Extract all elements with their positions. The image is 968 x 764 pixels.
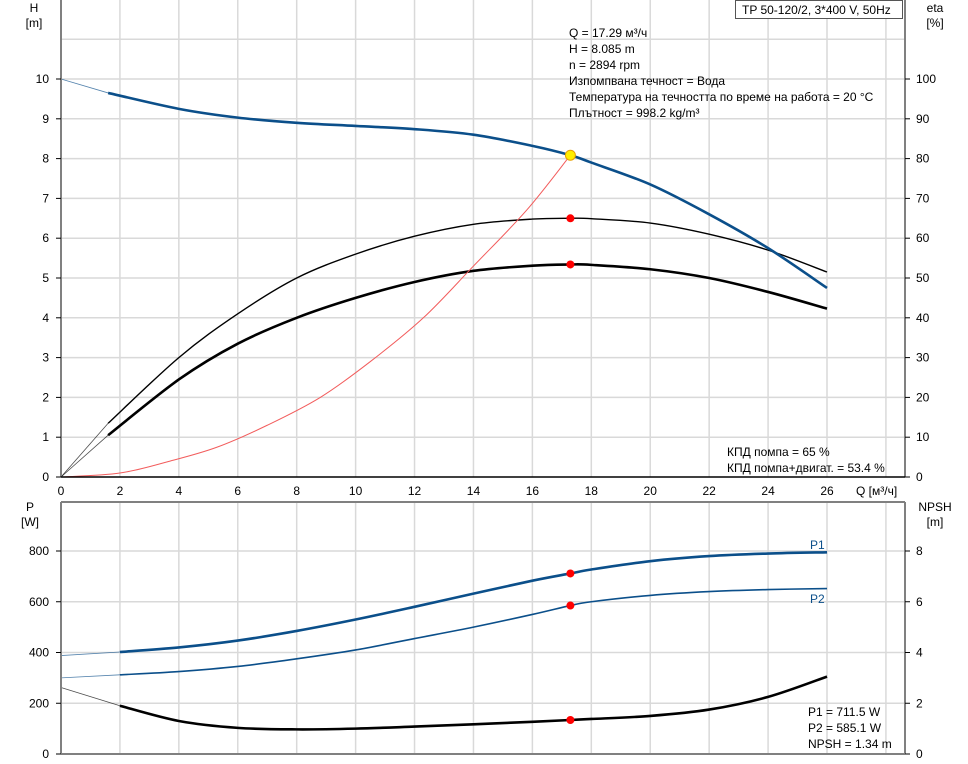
svg-text:[W]: [W] xyxy=(21,515,39,529)
svg-text:5: 5 xyxy=(42,271,49,285)
svg-text:2: 2 xyxy=(117,484,124,498)
svg-text:90: 90 xyxy=(916,112,930,126)
npsh-value: NPSH = 1.34 m xyxy=(808,737,892,751)
svg-text:2: 2 xyxy=(916,696,923,710)
svg-text:10: 10 xyxy=(916,430,930,444)
eta-pump-motor-duty-marker xyxy=(566,260,575,269)
duty-n: n = 2894 rpm xyxy=(569,58,641,72)
svg-text:70: 70 xyxy=(916,191,930,205)
svg-text:14: 14 xyxy=(467,484,481,498)
svg-text:4: 4 xyxy=(42,311,49,325)
svg-text:24: 24 xyxy=(761,484,775,498)
svg-text:10: 10 xyxy=(36,72,50,86)
h-duty-marker xyxy=(564,149,576,161)
svg-text:[m]: [m] xyxy=(927,515,944,529)
eta-pump-duty-marker xyxy=(566,214,575,223)
svg-text:6: 6 xyxy=(916,595,923,609)
svg-text:1: 1 xyxy=(42,430,49,444)
svg-text:4: 4 xyxy=(916,646,923,660)
duty-liquid: Изпомпвана течност = Вода xyxy=(569,74,726,88)
svg-text:0: 0 xyxy=(42,747,49,761)
p1-value: P1 = 711.5 W xyxy=(808,705,881,719)
power-info: P1 = 711.5 W P2 = 585.1 W NPSH = 1.34 m xyxy=(808,704,892,752)
p2-curve xyxy=(119,587,828,676)
svg-text:26: 26 xyxy=(820,484,834,498)
head-curve xyxy=(107,91,828,290)
svg-text:[%]: [%] xyxy=(926,16,943,30)
p2-duty-marker xyxy=(566,601,575,610)
svg-text:16: 16 xyxy=(526,484,540,498)
svg-text:P: P xyxy=(26,500,34,514)
svg-text:7: 7 xyxy=(42,191,49,205)
p1-duty-marker xyxy=(566,569,575,578)
system-curve xyxy=(60,154,571,478)
svg-text:3: 3 xyxy=(42,351,49,365)
eta-pump-curve-extension xyxy=(60,423,109,478)
p2-value: P2 = 585.1 W xyxy=(808,721,882,735)
svg-text:60: 60 xyxy=(916,231,930,245)
svg-text:800: 800 xyxy=(29,544,49,558)
svg-text:eta: eta xyxy=(927,1,944,15)
eta-pump-motor: КПД помпа+двигат. = 53.4 % xyxy=(727,461,885,475)
curves xyxy=(60,78,828,731)
svg-text:40: 40 xyxy=(916,311,930,325)
eta-pump: КПД помпа = 65 % xyxy=(727,445,830,459)
svg-text:22: 22 xyxy=(702,484,716,498)
svg-text:20: 20 xyxy=(644,484,658,498)
svg-text:0: 0 xyxy=(58,484,65,498)
duty-point-info: Q = 17.29 м³/ч H = 8.085 m n = 2894 rpm … xyxy=(569,25,873,121)
efficiency-info: КПД помпа = 65 % КПД помпа+двигат. = 53.… xyxy=(727,444,885,476)
svg-text:10: 10 xyxy=(349,484,363,498)
svg-text:Q [м³/ч]: Q [м³/ч] xyxy=(856,484,897,498)
eta-pump-curve xyxy=(107,217,828,424)
p1-curve-extension xyxy=(60,651,120,656)
svg-text:4: 4 xyxy=(176,484,183,498)
svg-text:H: H xyxy=(30,1,39,15)
lower-grid xyxy=(61,502,905,754)
svg-text:100: 100 xyxy=(916,72,936,86)
svg-text:12: 12 xyxy=(408,484,422,498)
svg-text:8: 8 xyxy=(916,544,923,558)
svg-text:8: 8 xyxy=(42,152,49,166)
svg-text:200: 200 xyxy=(29,696,49,710)
svg-text:6: 6 xyxy=(234,484,241,498)
duty-density: Плътност = 998.2 kg/m³ xyxy=(569,106,700,120)
svg-text:0: 0 xyxy=(916,747,923,761)
upper-grid xyxy=(61,0,905,477)
svg-text:30: 30 xyxy=(916,351,930,365)
eta-pump-motor-curve-extension xyxy=(60,434,109,478)
svg-text:2: 2 xyxy=(42,390,49,404)
svg-text:0: 0 xyxy=(42,470,49,484)
svg-text:P1: P1 xyxy=(810,538,825,552)
pump-title: TP 50-120/2, 3*400 V, 50Hz xyxy=(735,0,903,19)
p1-curve xyxy=(119,550,828,654)
axes xyxy=(56,0,910,755)
p2-curve-extension xyxy=(60,674,120,679)
duty-q: Q = 17.29 м³/ч xyxy=(569,26,648,40)
svg-text:20: 20 xyxy=(916,390,930,404)
svg-text:50: 50 xyxy=(916,271,930,285)
duty-temperature: Температура на течността по време на раб… xyxy=(569,90,874,104)
npsh-curve-extension xyxy=(60,687,121,707)
svg-text:80: 80 xyxy=(916,152,930,166)
svg-text:400: 400 xyxy=(29,646,49,660)
npsh-duty-marker xyxy=(566,715,575,724)
eta-pump-motor-curve xyxy=(107,263,828,437)
duty-h: H = 8.085 m xyxy=(569,42,635,56)
svg-text:[m]: [m] xyxy=(26,16,43,30)
svg-text:6: 6 xyxy=(42,231,49,245)
npsh-curve xyxy=(119,675,828,731)
svg-text:NPSH: NPSH xyxy=(918,500,951,514)
svg-text:8: 8 xyxy=(293,484,300,498)
svg-text:0: 0 xyxy=(916,470,923,484)
svg-text:9: 9 xyxy=(42,112,49,126)
head-curve-extension xyxy=(60,78,109,94)
svg-text:18: 18 xyxy=(585,484,599,498)
svg-text:P2: P2 xyxy=(810,592,825,606)
svg-text:600: 600 xyxy=(29,595,49,609)
